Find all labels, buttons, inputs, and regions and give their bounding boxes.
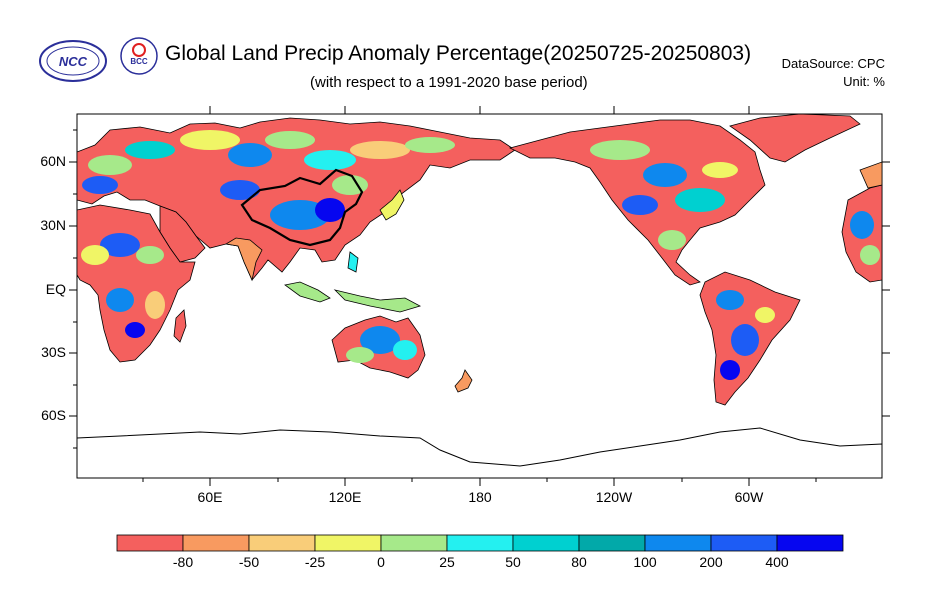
colorbar-swatch xyxy=(380,534,448,552)
colorbar-swatch xyxy=(248,534,316,552)
colorbar-label-400: 400 xyxy=(765,554,789,570)
y-label-30n: 30N xyxy=(40,217,66,233)
china-border xyxy=(240,168,364,247)
land-layer xyxy=(77,114,882,478)
x-label-60e: 60E xyxy=(197,489,223,505)
y-label-eq: EQ xyxy=(45,281,66,297)
x-label-120e: 120E xyxy=(328,489,362,505)
colorbar-label-100: 100 xyxy=(633,554,657,570)
greenland-land xyxy=(729,114,861,163)
india-land xyxy=(224,237,263,282)
unit-label: Unit: % xyxy=(843,74,885,89)
colorbar-label-m50: -50 xyxy=(238,554,260,570)
colorbar-swatch xyxy=(776,534,844,552)
logos: NCC BCC xyxy=(39,37,158,82)
map-title: Global Land Precip Anomaly Percentage(20… xyxy=(165,42,752,65)
colorbar-label-80: 80 xyxy=(571,554,587,570)
colorbar-swatch xyxy=(710,534,778,552)
x-label-180: 180 xyxy=(468,489,492,505)
y-label-60n: 60N xyxy=(40,153,66,169)
madagascar-land xyxy=(173,309,187,343)
colorbar-swatch xyxy=(314,534,382,552)
colorbar-swatch xyxy=(446,534,514,552)
bcc-logo-text: BCC xyxy=(130,57,148,66)
map-subtitle: (with respect to a 1991-2020 base period… xyxy=(310,74,588,91)
colorbar-swatch xyxy=(182,534,250,552)
indonesia-land xyxy=(284,281,422,313)
antarctica-outline xyxy=(77,427,882,478)
colorbar-label-50: 50 xyxy=(505,554,521,570)
colorbar-swatch xyxy=(644,534,712,552)
y-ticks xyxy=(69,129,890,449)
x-label-60w: 60W xyxy=(734,489,764,505)
japan-land xyxy=(379,189,405,221)
anomaly-patches xyxy=(81,130,880,380)
colorbar-label-0: 0 xyxy=(377,554,385,570)
x-label-120w: 120W xyxy=(595,489,633,505)
colorbar-swatch xyxy=(512,534,580,552)
x-ticks xyxy=(142,106,817,486)
colorbar-swatch xyxy=(116,534,184,552)
y-label-30s: 30S xyxy=(41,344,66,360)
europe-north-edge xyxy=(859,161,882,189)
ncc-logo: NCC xyxy=(39,40,107,82)
new-zealand-land xyxy=(454,369,473,393)
bcc-logo: BCC xyxy=(120,37,158,75)
colorbar-swatch xyxy=(578,534,646,552)
colorbar-label-m80: -80 xyxy=(172,554,194,570)
ncc-logo-text: NCC xyxy=(59,54,88,69)
data-source: DataSource: CPC xyxy=(781,56,885,71)
colorbar xyxy=(116,534,844,552)
colorbar-label-m25: -25 xyxy=(304,554,326,570)
colorbar-label-25: 25 xyxy=(439,554,455,570)
philippines-land xyxy=(347,251,359,273)
colorbar-label-200: 200 xyxy=(699,554,723,570)
y-label-60s: 60S xyxy=(41,407,66,423)
